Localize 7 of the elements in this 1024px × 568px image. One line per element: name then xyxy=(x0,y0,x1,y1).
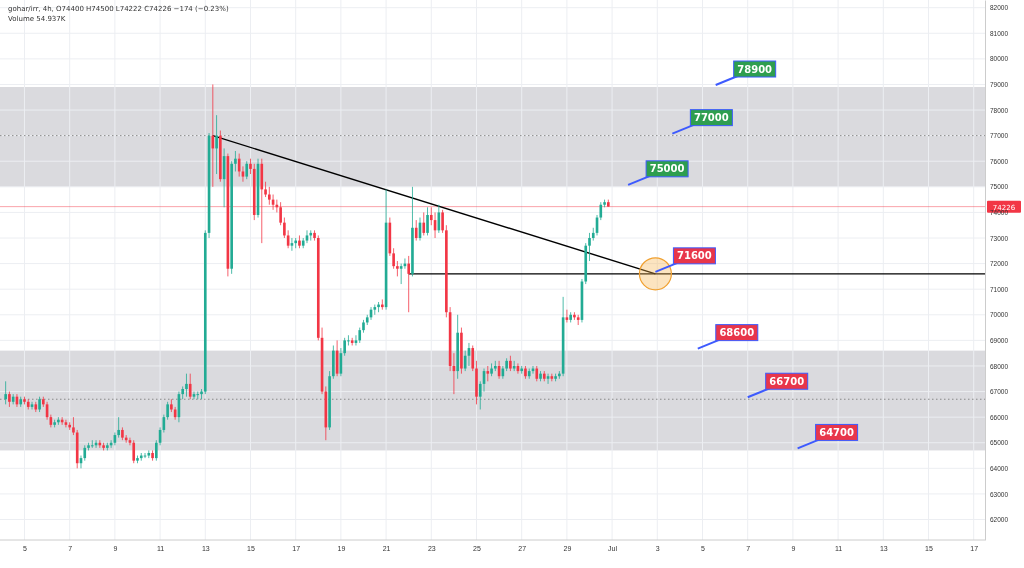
annotation: 64700 xyxy=(819,426,855,438)
annotation: 68600 xyxy=(719,327,755,339)
annotation: 66700 xyxy=(769,375,805,387)
annotation: 71600 xyxy=(677,250,712,262)
annotation: 78900 xyxy=(737,63,773,75)
annotation: 77000 xyxy=(693,112,729,124)
annotation: 75000 xyxy=(649,163,685,175)
